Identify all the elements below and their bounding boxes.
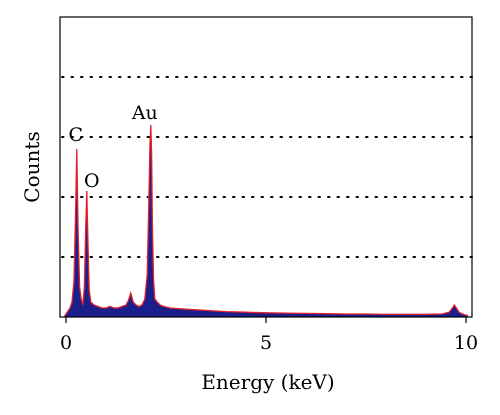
x-axis-ticks: 0 5 10 [60, 317, 478, 354]
spectrum-outline [63, 124, 469, 318]
x-axis-label: Energy (keV) [201, 370, 334, 394]
peak-labels: C O Au [69, 102, 158, 192]
spectrum-area [64, 125, 468, 317]
peak-label-o: O [84, 170, 100, 192]
gridlines [61, 76, 473, 258]
peak-label-au: Au [131, 102, 158, 124]
plot-frame [59, 16, 473, 318]
peak-label-c: C [69, 124, 84, 146]
y-axis-label: Counts [20, 131, 44, 202]
x-tick-label: 5 [260, 332, 272, 354]
x-tick-label: 10 [454, 332, 478, 354]
x-tick-label: 0 [60, 332, 72, 354]
